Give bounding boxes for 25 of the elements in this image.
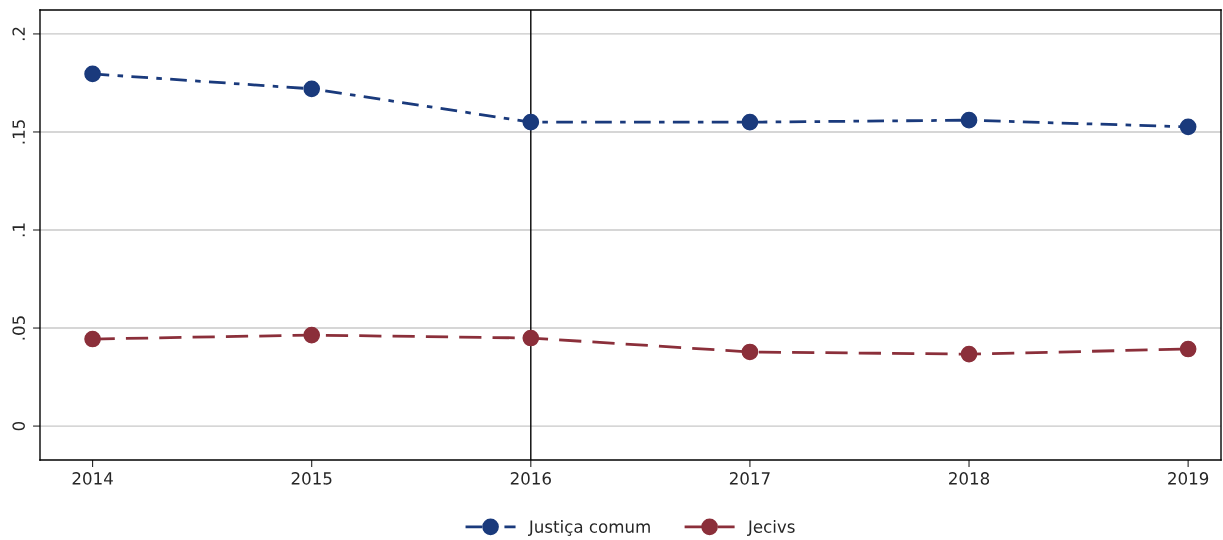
point <box>1179 340 1197 358</box>
y-tick-label: .1 <box>12 223 25 237</box>
x-tick-label: 2016 <box>510 472 551 485</box>
point <box>84 65 101 83</box>
x-tick-label: 2018 <box>949 472 990 485</box>
x-tick-label: 2019 <box>1168 472 1209 485</box>
point <box>303 326 321 344</box>
x-tick-label: 2014 <box>72 472 113 485</box>
point <box>741 113 759 131</box>
point <box>303 80 321 98</box>
point <box>960 111 978 129</box>
x-tick-label: 2017 <box>729 472 770 485</box>
point <box>741 343 759 361</box>
legend-label: Jecivs <box>747 520 795 536</box>
y-tick-label: .2 <box>12 27 25 41</box>
point <box>84 330 101 348</box>
point <box>1179 118 1197 136</box>
x-tick-label: 2015 <box>291 472 332 485</box>
point <box>522 329 540 347</box>
y-tick-label: .15 <box>12 120 25 144</box>
point <box>960 345 978 363</box>
legend-label: Justiça comum <box>528 520 650 536</box>
y-tick-label: .05 <box>12 316 25 340</box>
y-tick-label: 0 <box>12 421 25 431</box>
point <box>522 113 540 131</box>
